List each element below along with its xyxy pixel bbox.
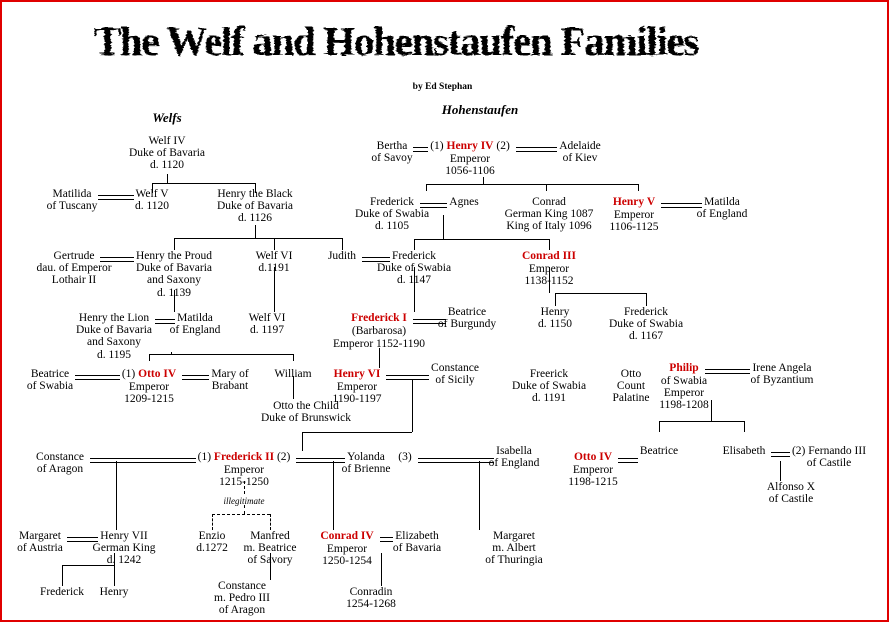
svg-text:The Welf and Hohenstaufen Fami: The Welf and Hohenstaufen Families xyxy=(94,18,699,64)
